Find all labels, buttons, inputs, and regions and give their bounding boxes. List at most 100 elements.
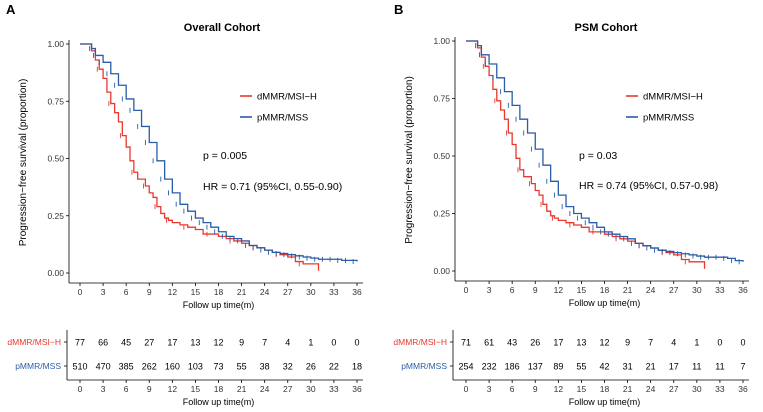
risk-x-tick-label: 24: [260, 384, 270, 394]
risk-count: 17: [553, 338, 563, 348]
risk-x-tick-label: 21: [623, 384, 633, 394]
y-tick-label: 0.00: [47, 268, 64, 278]
risk-x-axis-label: Follow up time(m): [569, 397, 641, 407]
x-tick-label: 21: [237, 287, 247, 297]
risk-count: 73: [213, 362, 223, 372]
panel-label: B: [394, 2, 403, 17]
risk-x-tick-label: 12: [168, 384, 178, 394]
risk-x-tick-label: 0: [78, 384, 83, 394]
y-tick-label: 0.25: [433, 209, 450, 219]
risk-count: 1: [694, 338, 699, 348]
risk-x-tick-label: 6: [124, 384, 129, 394]
risk-count: 4: [671, 338, 676, 348]
legend-label: dMMR/MSI−H: [643, 92, 703, 103]
risk-count: 17: [167, 338, 177, 348]
risk-count: 11: [692, 362, 701, 372]
risk-count: 38: [260, 362, 270, 372]
risk-count: 137: [528, 362, 543, 372]
x-tick-label: 9: [147, 287, 152, 297]
risk-count: 26: [530, 338, 540, 348]
risk-count: 7: [262, 338, 267, 348]
y-tick-label: 0.75: [47, 96, 64, 106]
risk-count: 66: [98, 338, 108, 348]
panel-label: A: [6, 2, 16, 17]
risk-count: 385: [119, 362, 134, 372]
x-tick-label: 27: [669, 285, 679, 295]
risk-x-tick-label: 15: [191, 384, 201, 394]
risk-x-tick-label: 9: [147, 384, 152, 394]
risk-count: 61: [484, 338, 494, 348]
risk-x-tick-label: 21: [237, 384, 247, 394]
x-tick-label: 24: [646, 285, 656, 295]
x-tick-label: 3: [487, 285, 492, 295]
risk-x-tick-label: 6: [510, 384, 515, 394]
x-tick-label: 36: [352, 287, 362, 297]
x-tick-label: 15: [577, 285, 587, 295]
risk-x-tick-label: 33: [329, 384, 339, 394]
risk-x-tick-label: 33: [715, 384, 725, 394]
x-tick-label: 6: [510, 285, 515, 295]
risk-count: 22: [329, 362, 339, 372]
risk-count: 470: [96, 362, 111, 372]
series-line-pmmr: [466, 40, 744, 262]
series-line-dmmr: [80, 43, 320, 271]
risk-count: 32: [283, 362, 293, 372]
risk-count: 160: [165, 362, 180, 372]
x-tick-label: 33: [329, 287, 339, 297]
x-tick-label: 0: [78, 287, 83, 297]
risk-table: dMMR/MSI−H 71 61 43 26 17 13 12 9 7 4 1 0 0 pMMR/MSS 25…: [393, 330, 749, 407]
risk-count: 9: [625, 338, 630, 348]
x-tick-label: 18: [214, 287, 224, 297]
risk-x-tick-label: 27: [669, 384, 679, 394]
x-axis-label: Follow up time(m): [183, 300, 255, 310]
y-tick-label: 1.00: [433, 36, 450, 46]
risk-x-tick-label: 30: [306, 384, 316, 394]
chart-title: PSM Cohort: [575, 22, 638, 34]
risk-count: 12: [213, 338, 223, 348]
y-tick-label: 0.50: [47, 154, 64, 164]
hr-annotation: HR = 0.71 (95%CI, 0.55-0.90): [203, 181, 342, 193]
risk-count: 55: [576, 362, 586, 372]
risk-row-label: dMMR/MSI−H: [393, 337, 447, 347]
x-tick-label: 6: [124, 287, 129, 297]
risk-x-tick-label: 12: [554, 384, 564, 394]
risk-count: 21: [646, 362, 656, 372]
risk-table: dMMR/MSI−H 77 66 45 27 17 13 12 9 7 4 1 0 0 pMMR/MSS 51…: [7, 330, 363, 407]
legend-label: pMMR/MSS: [257, 113, 308, 124]
risk-count: 77: [75, 338, 85, 348]
x-tick-label: 30: [692, 285, 702, 295]
legend-label: pMMR/MSS: [643, 113, 694, 124]
risk-count: 11: [715, 362, 724, 372]
risk-x-tick-label: 18: [214, 384, 224, 394]
risk-x-tick-label: 18: [600, 384, 610, 394]
x-tick-label: 24: [260, 287, 270, 297]
y-tick-label: 1.00: [47, 39, 64, 49]
risk-count: 0: [740, 338, 745, 348]
risk-count: 18: [352, 362, 362, 372]
risk-count: 13: [576, 338, 586, 348]
risk-count: 31: [623, 362, 633, 372]
x-tick-label: 36: [738, 285, 748, 295]
risk-count: 1: [308, 338, 313, 348]
y-tick-label: 0.75: [433, 94, 450, 104]
risk-x-tick-label: 15: [577, 384, 587, 394]
x-tick-label: 33: [715, 285, 725, 295]
x-tick-label: 12: [168, 287, 178, 297]
risk-count: 262: [142, 362, 157, 372]
x-tick-label: 21: [623, 285, 633, 295]
series-line-pmmr: [80, 43, 358, 262]
risk-count: 17: [669, 362, 679, 372]
risk-x-axis-label: Follow up time(m): [183, 397, 255, 407]
x-tick-label: 30: [306, 287, 316, 297]
x-tick-label: 12: [554, 285, 564, 295]
risk-x-tick-label: 0: [464, 384, 469, 394]
risk-count: 0: [354, 338, 359, 348]
x-tick-label: 18: [600, 285, 610, 295]
risk-count: 254: [458, 362, 473, 372]
risk-count: 13: [190, 338, 200, 348]
legend-label: dMMR/MSI−H: [257, 92, 317, 103]
risk-x-tick-label: 3: [101, 384, 106, 394]
